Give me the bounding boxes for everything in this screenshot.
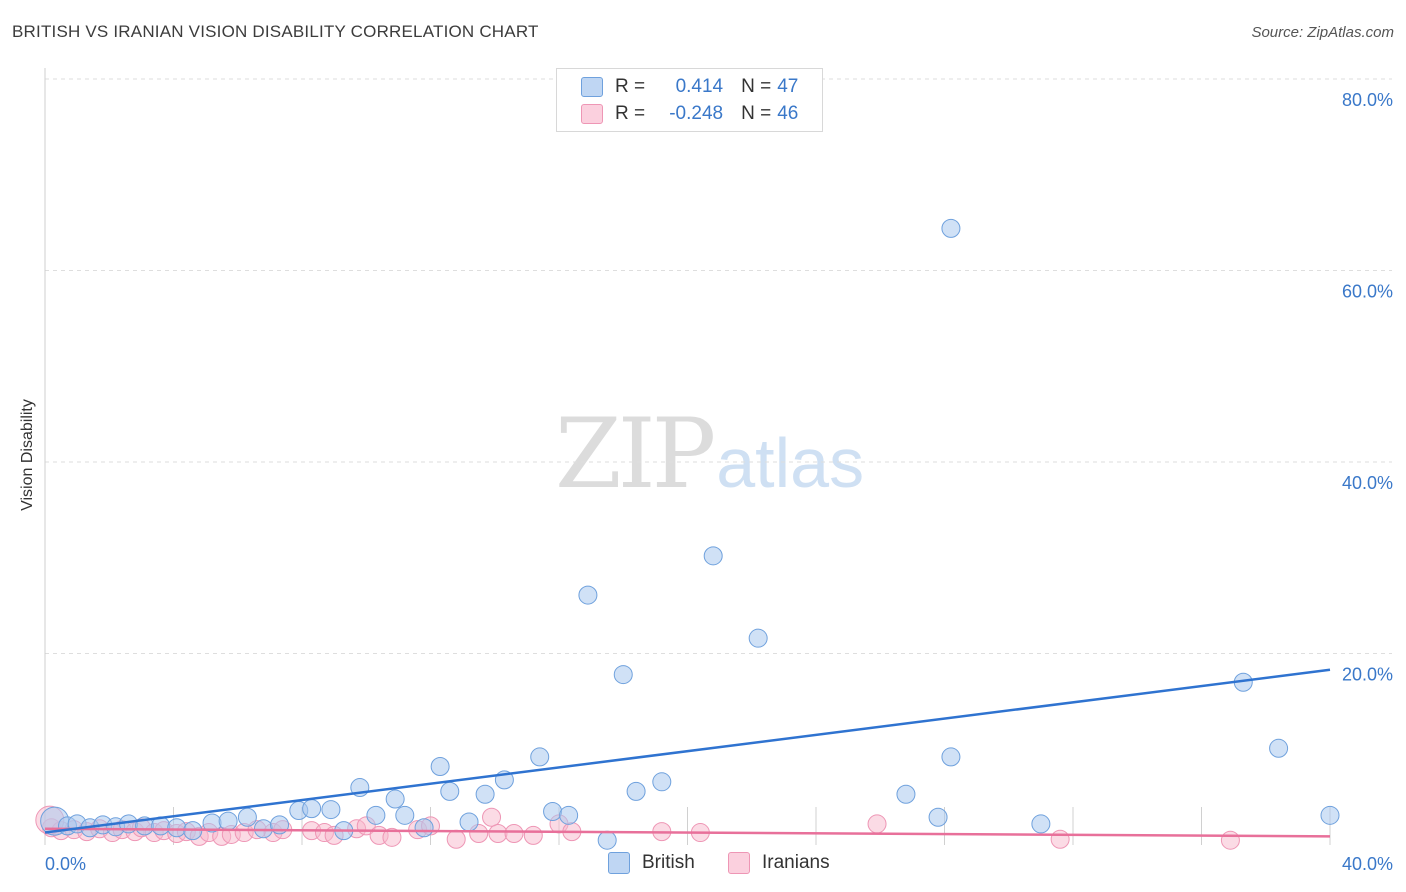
legend-r-value-british: 0.414	[675, 76, 724, 97]
british-point	[366, 805, 386, 825]
legend-row-iranians: R = -0.248 N = 46	[581, 102, 798, 126]
british-point	[440, 781, 460, 801]
british-point	[1269, 738, 1289, 758]
british-point	[578, 585, 598, 605]
british-point	[543, 801, 563, 821]
legend-n-label: N =	[741, 103, 772, 124]
iranians-point	[867, 814, 887, 834]
iranians-point	[504, 824, 524, 844]
bottom-legend-iranians: Iranians	[728, 852, 830, 874]
trend-lines	[44, 668, 1331, 838]
british-point	[1320, 805, 1340, 825]
bottom-legend-british: British	[608, 852, 695, 874]
british-point	[302, 799, 322, 819]
legend-r-label: R =	[615, 103, 646, 124]
iranians-point	[1220, 830, 1240, 850]
british-point	[748, 628, 768, 648]
iranians-point	[523, 825, 543, 845]
legend-n-label: N =	[741, 76, 772, 97]
british-trend-line	[44, 668, 1331, 834]
british-point	[414, 818, 434, 838]
watermark-atlas: atlas	[716, 424, 865, 502]
british-point	[928, 807, 948, 827]
british-point	[652, 772, 672, 792]
british-point	[218, 811, 238, 831]
british-point	[253, 819, 273, 839]
y-tick-label: 20.0%	[1342, 665, 1393, 685]
british-point	[237, 807, 257, 827]
british-point	[475, 784, 495, 804]
iranians-point	[482, 807, 502, 827]
legend-swatch-british	[581, 77, 603, 97]
iranians-point	[382, 827, 402, 847]
british-point	[530, 747, 550, 767]
series-british	[40, 218, 1340, 850]
iranians-point	[446, 829, 466, 849]
x-tick-label: 40.0%	[1342, 854, 1393, 874]
british-point	[559, 805, 579, 825]
bottom-legend-swatch-iranians	[728, 852, 750, 874]
iranians-point	[1050, 829, 1070, 849]
british-point	[626, 781, 646, 801]
grid	[44, 78, 1392, 845]
bottom-legend-label-british: British	[642, 852, 695, 873]
british-point	[896, 784, 916, 804]
legend-row-british: R = 0.414 N = 47	[581, 75, 798, 99]
legend-swatch-iranians	[581, 104, 603, 124]
british-point	[395, 805, 415, 825]
legend-n-value-iranians: 46	[777, 103, 799, 124]
x-tick-label: 0.0%	[45, 854, 86, 874]
y-tick-label: 60.0%	[1342, 282, 1393, 302]
british-point	[167, 818, 187, 838]
iranians-trend-line	[44, 827, 1331, 838]
british-point	[1031, 814, 1051, 834]
legend-r-value-iranians: -0.248	[669, 103, 724, 124]
y-tick-label: 80.0%	[1342, 90, 1393, 110]
correlation-legend: R = 0.414 N = 47 R = -0.248 N = 46	[556, 68, 823, 132]
watermark: ZIPatlas	[555, 398, 864, 510]
british-point	[597, 830, 617, 850]
iranians-point	[488, 824, 508, 844]
british-point	[385, 789, 405, 809]
chart-title: BRITISH VS IRANIAN VISION DISABILITY COR…	[12, 22, 539, 41]
british-point	[321, 800, 341, 820]
british-point	[941, 218, 961, 238]
bottom-legend-swatch-british	[608, 852, 630, 874]
british-point	[703, 546, 723, 566]
y-tick-label: 40.0%	[1342, 473, 1393, 493]
tick-labels: 20.0% 40.0% 60.0% 80.0% 0.0% 40.0%	[45, 90, 1393, 874]
legend-r-label: R =	[615, 76, 646, 97]
source-label: Source: ZipAtlas.com	[1251, 24, 1394, 41]
bottom-legend-label-iranians: Iranians	[762, 852, 830, 873]
british-point	[613, 665, 633, 685]
british-point	[459, 812, 479, 832]
british-point	[941, 747, 961, 767]
watermark-zip: ZIP	[555, 398, 716, 510]
british-point	[430, 756, 450, 776]
legend-n-value-british: 47	[777, 76, 799, 97]
